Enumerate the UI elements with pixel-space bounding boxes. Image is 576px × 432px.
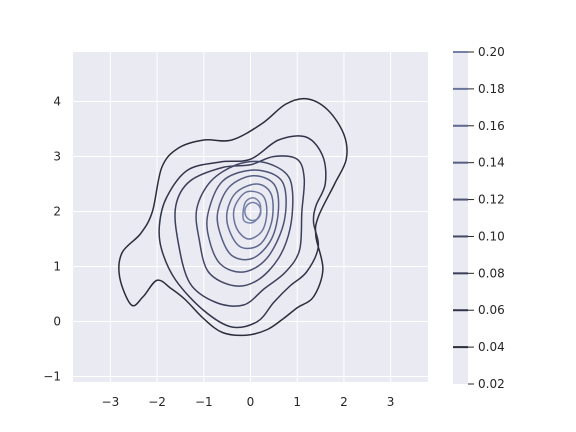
colorbar-tick-label: 0.02 [478,377,505,391]
colorbar-tick-label: 0.18 [478,82,505,96]
contour-level-8 [232,190,268,240]
contour-level-5 [206,169,287,273]
y-tick-label: 2 [53,205,61,219]
x-axis-ticks: −3 −2 −1 0 1 2 3 [102,395,395,409]
x-tick-label: −3 [102,395,120,409]
y-axis-ticks: −1 0 1 2 3 4 [43,95,61,384]
y-tick-label: 4 [53,95,61,109]
contour-level-6 [216,174,280,261]
contour-peak [244,201,262,222]
x-tick-label: 0 [247,395,255,409]
x-tick-label: −1 [195,395,213,409]
x-tick-label: 3 [387,395,395,409]
contour-level-3 [174,155,306,307]
colorbar-tick-label: 0.06 [478,303,505,317]
colorbar-tick-label: 0.10 [478,229,505,243]
contour-level-9 [242,197,262,224]
grid-lines [73,52,428,382]
contour-lines [118,97,348,337]
contour-level-4 [195,160,294,287]
contour-level-2 [158,135,327,329]
colorbar-tick-label: 0.16 [478,119,505,133]
colorbar-tick-label: 0.20 [478,45,505,59]
colorbar-tick-label: 0.08 [478,266,505,280]
y-tick-label: −1 [43,370,61,384]
x-tick-label: 2 [340,395,348,409]
contour-level-7 [225,183,274,250]
contour-level-1 [118,97,348,337]
colorbar-tick-label: 0.04 [478,340,505,354]
x-tick-label: 1 [293,395,301,409]
colorbar-tick-label: 0.14 [478,156,505,170]
colorbar: 0.02 0.04 0.06 0.08 0.10 0.12 0.14 0.16 0.18 0.20 [453,45,505,391]
y-tick-label: 0 [53,315,61,329]
colorbar-background [453,52,468,384]
y-tick-label: 1 [53,260,61,274]
x-tick-label: −2 [148,395,166,409]
colorbar-tick-label: 0.12 [478,193,505,207]
y-tick-label: 3 [53,150,61,164]
